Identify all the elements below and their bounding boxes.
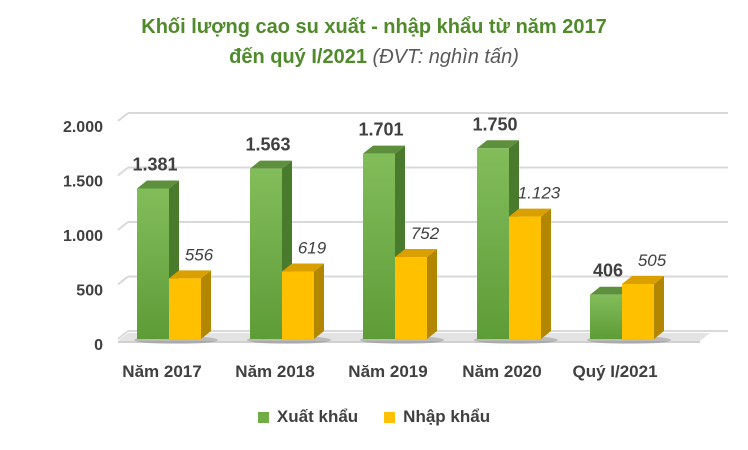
bar-import	[622, 283, 654, 339]
gridline-side	[117, 330, 129, 340]
legend-swatch-import	[384, 411, 396, 423]
data-label-export: 1.381	[132, 154, 177, 174]
bar-side	[654, 275, 664, 339]
legend: Xuất khẩu Nhập khẩu	[0, 407, 748, 427]
gridline-side	[117, 166, 129, 177]
bar-export	[250, 168, 282, 339]
data-label-import: 619	[298, 239, 327, 258]
bar-export	[363, 153, 395, 339]
y-tick-label: 0	[94, 337, 103, 354]
data-label-export: 1.563	[245, 135, 290, 155]
data-label-import: 752	[411, 224, 440, 243]
x-tick-label: Năm 2019	[348, 362, 427, 381]
bar-import	[169, 278, 201, 339]
bar-top	[477, 140, 519, 149]
data-label-import: 505	[638, 251, 667, 270]
bar-side	[201, 270, 211, 339]
bar-side	[427, 249, 437, 339]
x-tick-label: Năm 2020	[462, 362, 541, 381]
bar-export	[590, 294, 622, 339]
bar-export	[137, 188, 169, 339]
gridline-side	[117, 112, 129, 122]
bar-top	[590, 286, 632, 295]
chart-unit: (ĐVT: nghìn tấn)	[372, 46, 519, 68]
data-label-export: 1.750	[472, 114, 517, 134]
x-tick-label: Năm 2018	[235, 362, 314, 381]
data-label-export: 406	[593, 261, 623, 281]
chart-title-period: đến quý I/2021	[229, 46, 367, 68]
bar-side	[541, 208, 551, 339]
bar-top	[169, 270, 211, 279]
legend-label-import: Nhập khẩu	[403, 407, 491, 426]
data-label-import: 1.123	[518, 184, 561, 203]
gridline-side	[117, 275, 129, 286]
bar-side	[314, 263, 324, 339]
x-tick-label: Năm 2017	[122, 362, 201, 381]
chart-title-line2: đến quý I/2021 (ĐVT: nghìn tấn)	[0, 46, 748, 69]
bar-import	[395, 257, 427, 339]
bar-top	[137, 180, 179, 189]
bar-top	[622, 275, 664, 284]
bar-top	[395, 249, 437, 258]
bar-import	[509, 216, 541, 339]
y-tick-label: 500	[76, 283, 103, 300]
bar-top	[250, 160, 292, 169]
data-label-export: 1.701	[358, 120, 403, 140]
chart-title-line1: Khối lượng cao su xuất - nhập khẩu từ nă…	[141, 16, 607, 38]
y-tick-label: 1.500	[63, 174, 103, 191]
gridline-side	[117, 221, 129, 231]
bar-top	[363, 145, 405, 154]
y-tick-label: 1.000	[63, 228, 103, 245]
legend-label-export: Xuất khẩu	[276, 407, 359, 426]
bar-export	[477, 148, 509, 339]
x-tick-label: Quý I/2021	[572, 362, 657, 381]
bar-top	[509, 208, 551, 217]
bar-import	[282, 271, 314, 339]
data-label-import: 556	[185, 245, 214, 264]
legend-item-import[interactable]: Nhập khẩu	[384, 407, 490, 427]
legend-swatch-export	[257, 411, 269, 423]
bar-top	[282, 263, 324, 272]
legend-item-export[interactable]: Xuất khẩu	[257, 407, 359, 427]
y-tick-label: 2.000	[63, 119, 103, 136]
